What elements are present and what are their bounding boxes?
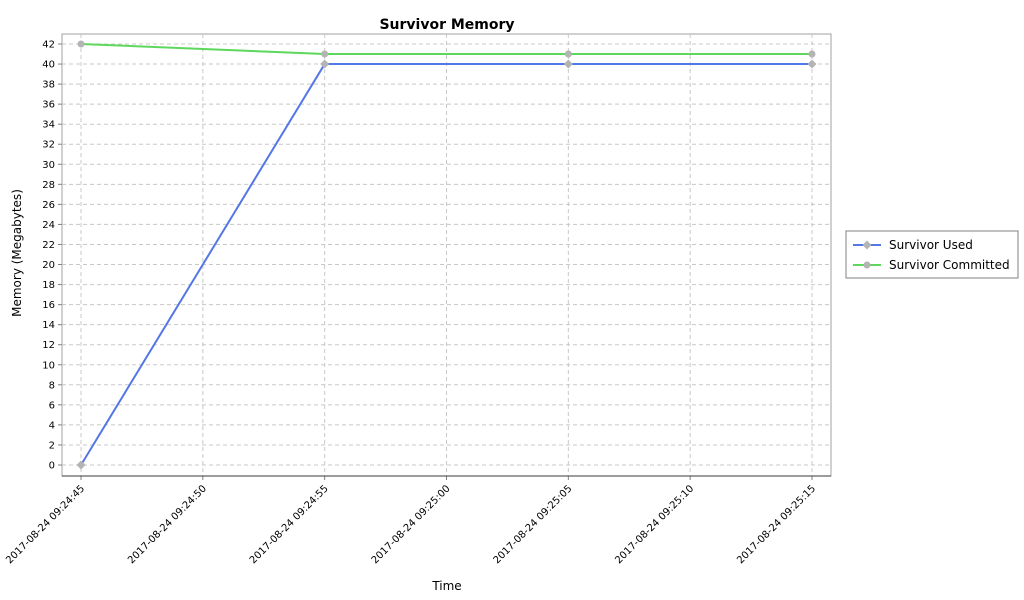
- x-axis-label: Time: [431, 579, 461, 593]
- x-tick-label: 2017-08-24 09:24:55: [248, 483, 331, 566]
- x-axis-ticks: 2017-08-24 09:24:45 2017-08-24 09:24:50 20…: [4, 475, 831, 566]
- x-tick-label: 2017-08-24 09:24:45: [4, 483, 87, 566]
- y-tick-label: 4: [49, 420, 55, 431]
- survivor-committed-point: [77, 40, 85, 48]
- y-axis-label: Memory (Megabytes): [10, 189, 24, 317]
- y-tick-label: 40: [42, 60, 55, 71]
- survivor-used-point: [320, 59, 330, 69]
- legend: Survivor Used Survivor Committed: [845, 230, 1019, 279]
- chart-title: Survivor Memory: [379, 17, 514, 33]
- y-tick-label: 24: [42, 220, 55, 231]
- y-tick-label: 10: [42, 360, 55, 371]
- y-tick-label: 18: [42, 280, 55, 291]
- x-tick-label: 2017-08-24 09:25:15: [735, 483, 818, 566]
- y-tick-label: 42: [42, 40, 55, 51]
- y-tick-label: 38: [42, 80, 55, 91]
- survivor-used-line: [80, 63, 812, 466]
- survivor-used-point: [563, 59, 573, 69]
- survivor-committed-point: [808, 50, 816, 58]
- y-tick-label: 22: [42, 240, 55, 251]
- survivor-used-point: [76, 460, 86, 470]
- survivor-committed-point: [321, 50, 329, 58]
- x-tick-label: 2017-08-24 09:25:00: [370, 483, 453, 566]
- y-tick-label: 32: [42, 140, 55, 151]
- legend-circle-marker: [863, 261, 871, 269]
- legend-diamond-marker: [862, 240, 872, 250]
- y-tick-label: 14: [42, 320, 55, 331]
- series-lines: [76, 40, 817, 470]
- survivor-committed-point: [564, 50, 572, 58]
- y-tick-label: 20: [42, 260, 55, 271]
- legend-label: Survivor Committed: [889, 258, 1010, 272]
- survivor-used-point: [807, 59, 817, 69]
- y-tick-label: 26: [42, 200, 55, 211]
- y-tick-label: 6: [49, 400, 55, 411]
- y-tick-label: 8: [49, 380, 55, 391]
- y-tick-label: 28: [42, 180, 55, 191]
- y-tick-label: 2: [49, 440, 55, 451]
- legend-label: Survivor Used: [889, 238, 973, 252]
- y-tick-label: 16: [42, 300, 55, 311]
- survivor-committed-line: [80, 43, 812, 56]
- x-tick-label: 2017-08-24 09:25:10: [613, 483, 696, 566]
- y-tick-label: 34: [42, 120, 55, 131]
- x-tick-label: 2017-08-24 09:24:50: [126, 483, 209, 566]
- y-tick-label: 0: [49, 461, 55, 472]
- y-tick-label: 36: [42, 100, 55, 111]
- legend-box: [845, 230, 1019, 279]
- x-tick-label: 2017-08-24 09:25:05: [492, 483, 575, 566]
- grid-lines: [62, 34, 831, 476]
- y-tick-label: 30: [42, 160, 55, 171]
- y-tick-label: 12: [42, 340, 55, 351]
